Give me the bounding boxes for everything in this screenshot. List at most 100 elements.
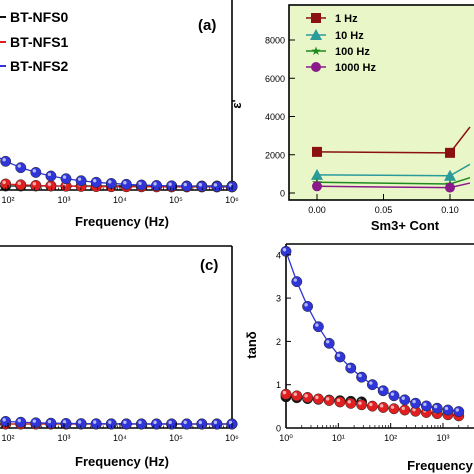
d-series-1-point-3 — [312, 393, 324, 405]
legend-bt-nfs1: BT-NFS1 — [10, 34, 69, 50]
d-series-1-point-0-shine — [282, 390, 287, 395]
d-series-2-point-11-shine — [401, 396, 405, 400]
c-series-2-point-8-shine — [77, 420, 82, 424]
a-series-2-point-4 — [15, 162, 27, 174]
d-series-2-point-10 — [388, 390, 400, 402]
d-series-2-point-5 — [334, 351, 346, 363]
a-series-2-point-12 — [136, 179, 147, 191]
d-series-1-point-4-shine — [325, 397, 330, 401]
c-series-2-point-13-shine — [153, 420, 157, 425]
panel-a-x-label: Frequency (Hz) — [75, 214, 169, 229]
b-y-tick-label: 8000 — [265, 36, 285, 46]
c-x-tick-label: 10⁴ — [113, 433, 127, 443]
d-series-2-point-3 — [312, 321, 324, 333]
c-series-2-point-7 — [60, 417, 72, 429]
d-series-2-point-9 — [377, 385, 389, 397]
d-series-2-point-5-shine — [336, 353, 341, 358]
a-series-2-point-4-shine — [17, 164, 21, 168]
d-series-2-point-2-shine — [304, 303, 308, 307]
legend-1hz: 1 Hz — [335, 13, 358, 25]
legend-10hz: 10 Hz — [335, 30, 364, 42]
d-series-1-point-2-shine — [304, 394, 308, 398]
d-series-1-point-6-shine — [347, 400, 351, 404]
d-series-1-point-9 — [377, 402, 389, 413]
panel-b-x-label: Sm3+ Cont — [371, 218, 440, 233]
d-series-1-point-8-shine — [369, 402, 373, 407]
b-y-tick-label: 4000 — [265, 112, 285, 122]
b-x-tick-label: 0.05 — [375, 205, 393, 215]
d-y-tick-label: 2 — [276, 337, 281, 347]
b-y-tick-label: 0 — [280, 189, 285, 199]
d-series-1-point-5-shine — [336, 398, 341, 403]
a-x-tick-label: 10³ — [57, 195, 70, 205]
d-x-tick-label: 10¹ — [332, 433, 345, 443]
d-series-2-point-9-shine — [379, 387, 384, 391]
c-series-2-point-12 — [136, 418, 147, 430]
a-series-2-point-17 — [211, 181, 223, 192]
a-series-2-point-8 — [75, 175, 87, 187]
d-series-1-point-12-shine — [412, 407, 416, 412]
c-series-2-point-17 — [211, 418, 223, 430]
d-y-tick-label: 3 — [276, 294, 281, 304]
panel-b-legend: 1 Hz 10 Hz ★ 100 Hz 1000 Hz — [306, 13, 376, 74]
a-series-1-point-4 — [15, 179, 27, 191]
a-series-2-point-6-shine — [47, 172, 52, 177]
d-series-2-point-13 — [420, 400, 432, 412]
a-series-2-point-15-shine — [183, 182, 187, 187]
b-series-3-point-0 — [312, 181, 322, 192]
a-series-1-point-3-shine — [2, 180, 6, 185]
c-series-2-point-13 — [151, 418, 163, 430]
a-series-1-point-6-shine — [47, 182, 52, 186]
a-x-tick-label: 10² — [1, 195, 14, 205]
a-series-2-point-7 — [60, 173, 72, 185]
a-series-2-point-3-shine — [2, 158, 6, 162]
c-series-2-point-12-shine — [138, 420, 142, 425]
a-series-2-point-14-shine — [168, 182, 172, 186]
d-series-1-point-1-shine — [293, 392, 297, 396]
a-series-2-point-16-shine — [198, 183, 203, 187]
legend-bt-nfs2: BT-NFS2 — [10, 58, 69, 74]
d-series-1-point-10 — [388, 403, 400, 415]
d-series-2-point-12 — [410, 397, 422, 409]
d-series-2-point-4-shine — [325, 340, 330, 344]
c-series-2-point-3 — [0, 415, 12, 427]
legend-1000hz: 1000 Hz — [335, 62, 376, 74]
panel-c: 10² 10³ 10⁴ 10⁵ 10⁶ (c) Frequency (Hz) — [0, 245, 239, 469]
c-series-2-point-17-shine — [213, 420, 218, 425]
d-series-2-point-0-shine — [282, 248, 287, 252]
d-series-2-point-16 — [453, 406, 465, 417]
b-series-0-point-1 — [445, 147, 455, 158]
panel-d-x-label: Frequency — [407, 458, 474, 473]
a-series-1-point-5-shine — [32, 182, 37, 186]
d-series-2-point-7 — [356, 371, 368, 383]
d-y-tick-label: 4 — [276, 250, 281, 260]
a-x-tick-label: 10⁴ — [113, 195, 127, 205]
a-series-2-point-12-shine — [138, 181, 142, 186]
legend-bt-nfs0: BT-NFS0 — [10, 9, 69, 25]
d-x-tick-label: 10² — [384, 433, 397, 443]
d-series-1-point-11 — [399, 404, 411, 416]
c-x-tick-label: 10⁶ — [225, 433, 239, 443]
a-series-2-point-5-shine — [32, 169, 37, 173]
d-series-1-point-10-shine — [390, 405, 395, 409]
b-x-tick-label: 0.10 — [441, 205, 459, 215]
d-series-2-point-2 — [302, 300, 314, 312]
d-x-tick-label: 10³ — [436, 433, 449, 443]
legend-marker-1hz — [311, 13, 321, 23]
a-series-2-point-13 — [151, 180, 163, 191]
d-series-1-point-2 — [302, 391, 314, 403]
c-series-2-point-9 — [90, 418, 102, 430]
c-series-2-point-11 — [120, 418, 132, 430]
panel-d: 10⁰ 10¹ 10² 10³ 0 1 2 3 4 tanδ Frequency — [244, 243, 474, 473]
d-series-2-point-12-shine — [412, 399, 416, 404]
a-series-2-point-5 — [30, 166, 42, 178]
a-series-2-point-11-shine — [123, 181, 127, 185]
d-series-2-point-3-shine — [315, 323, 319, 327]
c-series-2-point-10-shine — [108, 420, 112, 424]
b-series-0-point-0 — [312, 146, 322, 157]
d-series-2-point-13-shine — [423, 402, 427, 407]
c-series-2-point-6-shine — [47, 419, 52, 424]
a-series-2-point-14 — [166, 180, 178, 192]
legend-marker-1000hz — [311, 62, 321, 72]
